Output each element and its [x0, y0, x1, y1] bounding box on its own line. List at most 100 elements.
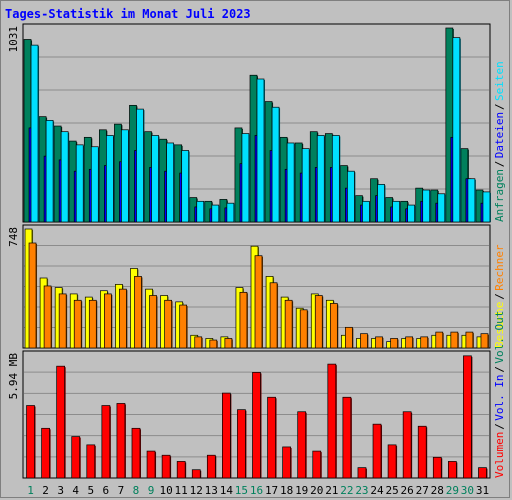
bar-seiten — [151, 135, 159, 223]
day-label: 23 — [355, 484, 368, 497]
side-label-separator: / — [493, 423, 506, 430]
bar-rechner — [420, 336, 429, 349]
side-label: Anfragen — [493, 169, 506, 222]
bar-volumen — [432, 456, 442, 479]
bar-seiten — [256, 78, 265, 223]
side-label: Volumen — [493, 432, 506, 478]
bar-seiten — [467, 178, 476, 223]
bar-rechner — [480, 333, 489, 349]
bar-volumen — [327, 363, 337, 479]
bar-rechner — [58, 293, 67, 349]
day-label: 19 — [295, 484, 308, 497]
scale-label: 5.94 MB — [7, 353, 20, 400]
day-label: 11 — [175, 484, 188, 497]
day-label: 7 — [118, 484, 125, 497]
side-label-separator: / — [493, 103, 506, 110]
bar-rechner — [329, 303, 338, 349]
side-label: Besuche — [493, 302, 506, 348]
bar-rechner — [209, 339, 218, 349]
bar-rechner — [314, 295, 323, 349]
day-label: 27 — [416, 484, 429, 497]
bar-seiten — [377, 184, 385, 223]
day-label: 14 — [220, 484, 234, 497]
day-label: 9 — [148, 484, 155, 497]
side-label: Vol. Out — [493, 311, 506, 364]
bar-seiten — [121, 129, 129, 223]
bar-seiten — [482, 191, 491, 223]
bar-volumen — [191, 469, 201, 479]
scale-label: 1031 — [7, 26, 20, 53]
bar-volumen — [357, 467, 367, 479]
bar-rechner — [390, 338, 398, 349]
bar-volumen — [282, 446, 291, 479]
bar-volumen — [161, 454, 171, 479]
scale-label: 748 — [7, 227, 20, 247]
bar-seiten — [181, 150, 190, 223]
bar-volumen — [372, 423, 382, 479]
bar-rechner — [28, 242, 37, 349]
bar-volumen — [222, 392, 231, 479]
bar-seiten — [60, 131, 69, 223]
day-label: 25 — [385, 484, 398, 497]
bar-seiten — [362, 200, 370, 223]
bar-seiten — [136, 108, 144, 223]
bar-rechner — [465, 331, 474, 349]
bar-seiten — [106, 135, 114, 223]
bar-rechner — [450, 331, 459, 349]
bar-seiten — [45, 120, 54, 223]
side-label: Rechner — [493, 244, 506, 291]
bar-seiten — [271, 106, 280, 223]
day-label: 16 — [250, 484, 263, 497]
bar-volumen — [26, 405, 35, 479]
side-label: Seiten — [493, 61, 506, 101]
bar-rechner — [239, 291, 248, 349]
bar-seiten — [301, 148, 310, 223]
bar-seiten — [196, 200, 205, 223]
bar-volumen — [267, 396, 276, 479]
bar-volumen — [146, 450, 156, 479]
bar-rechner — [134, 276, 142, 349]
bar-volumen — [312, 450, 322, 479]
day-label: 1 — [27, 484, 34, 497]
bar-rechner — [224, 338, 233, 349]
side-label: Vol. In — [493, 374, 506, 420]
bar-volumen — [206, 454, 216, 479]
bar-volumen — [41, 427, 50, 479]
bar-rechner — [164, 299, 172, 349]
day-label: 4 — [72, 484, 79, 497]
bar-seiten — [331, 135, 340, 223]
side-label: Dateien — [493, 112, 506, 158]
bar-volumen — [101, 405, 111, 479]
bar-volumen — [237, 409, 246, 479]
day-label: 3 — [57, 484, 64, 497]
bar-rechner — [179, 304, 188, 349]
visits-panel: 748 Besuche / Rechner — [7, 224, 506, 349]
bar-rechner — [299, 309, 308, 349]
bar-rechner — [345, 326, 353, 349]
day-label: 6 — [103, 484, 110, 497]
bar-rechner — [149, 295, 157, 349]
bar-volumen — [252, 372, 261, 479]
bar-rechner — [360, 333, 368, 349]
bar-volumen — [417, 425, 427, 479]
day-label: 18 — [280, 484, 293, 497]
day-label: 15 — [235, 484, 248, 497]
side-label-separator: / — [493, 161, 506, 168]
bar-seiten — [30, 44, 39, 223]
bar-rechner — [405, 336, 413, 349]
bar-seiten — [452, 37, 461, 223]
bar-volumen — [116, 403, 126, 479]
bar-volumen — [56, 365, 66, 479]
bar-seiten — [422, 189, 431, 223]
day-label: 31 — [476, 484, 489, 497]
day-label: 10 — [159, 484, 172, 497]
bar-rechner — [104, 293, 112, 349]
side-label-separator: / — [493, 366, 506, 373]
bar-seiten — [166, 142, 174, 223]
day-label: 30 — [461, 484, 474, 497]
bar-volumen — [71, 436, 81, 479]
bar-volumen — [176, 461, 186, 479]
day-label: 5 — [87, 484, 94, 497]
